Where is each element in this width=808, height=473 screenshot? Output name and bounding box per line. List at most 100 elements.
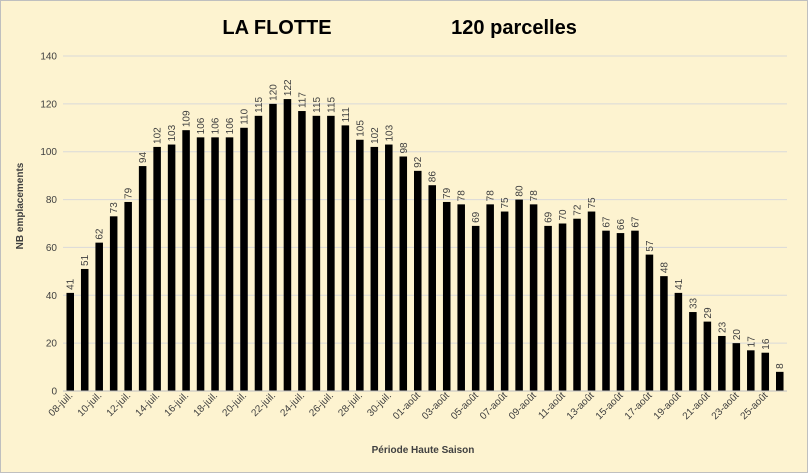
y-tick-label: 120 [40, 99, 57, 110]
x-tick-label: 16-juil. [163, 390, 192, 419]
data-label: 86 [428, 171, 439, 183]
bar [399, 156, 408, 391]
data-label: 69 [544, 211, 555, 223]
data-label: 117 [297, 92, 308, 108]
data-label: 110 [240, 108, 251, 124]
y-tick-label: 140 [40, 52, 57, 63]
x-tick-label: 10-juil. [76, 390, 105, 419]
x-axis-title: Période Haute Saison [372, 445, 475, 456]
bar [573, 218, 581, 391]
x-axis-ticks: 08-juil. 10-juil. 12-juil. 14-juil. 16-juil.… [47, 390, 771, 422]
data-label: 62 [95, 228, 106, 240]
x-tick-label: 20-juil. [221, 390, 250, 419]
bar [442, 201, 451, 391]
x-tick-label: 24-juil. [278, 390, 307, 419]
data-label: 79 [124, 187, 135, 199]
bar [471, 225, 480, 391]
y-tick-label: 60 [46, 243, 58, 254]
x-tick-label: 09-août [507, 390, 539, 422]
y-axis-title: NB emplacements [15, 162, 26, 249]
x-tick-label: 11-août [536, 390, 567, 421]
x-tick-label: 05-août [449, 390, 481, 422]
data-label: 20 [732, 329, 743, 341]
bar [385, 144, 393, 391]
x-tick-label: 07-août [478, 390, 510, 422]
data-label: 69 [471, 211, 482, 223]
bar [66, 292, 75, 391]
bars [66, 99, 784, 392]
data-label: 33 [688, 297, 699, 309]
data-label: 23 [717, 321, 728, 333]
bar [370, 146, 379, 391]
bar [645, 254, 654, 391]
bar [486, 204, 494, 391]
data-label: 41 [674, 278, 685, 290]
bar [283, 99, 292, 392]
bar [341, 125, 350, 392]
chart-title-left: LA FLOTTE [222, 17, 331, 39]
bar [674, 292, 683, 391]
bar [124, 201, 132, 391]
bar [254, 115, 263, 392]
data-label: 102 [370, 127, 381, 144]
data-label: 105 [355, 120, 366, 137]
bar [544, 225, 552, 391]
x-tick-label: 22-juil. [249, 390, 278, 419]
bar [529, 204, 538, 391]
y-tick-label: 0 [51, 387, 57, 398]
bar [457, 204, 465, 391]
bar [500, 211, 509, 391]
data-label: 115 [254, 96, 265, 112]
data-label: 111 [341, 107, 352, 123]
data-label: 115 [326, 96, 337, 112]
bar [95, 242, 103, 391]
y-tick-label: 80 [46, 195, 58, 206]
x-tick-label: 15-août [594, 390, 626, 422]
data-label: 78 [486, 190, 497, 202]
y-axis-ticks: 0 20 40 60 80 100 120 140 [40, 52, 57, 398]
data-label: 106 [196, 117, 207, 134]
x-tick-label: 21-août [681, 390, 713, 422]
data-label: 48 [659, 262, 670, 274]
bar [689, 312, 697, 391]
data-label: 75 [587, 197, 598, 209]
x-tick-label: 18-juil. [192, 390, 221, 419]
y-tick-label: 40 [46, 291, 58, 302]
bar [703, 321, 712, 391]
x-tick-label: 12-juil. [105, 390, 134, 419]
data-label: 92 [413, 156, 424, 168]
bar [558, 223, 567, 391]
data-label: 75 [500, 197, 511, 209]
data-label: 73 [109, 202, 120, 214]
data-label: 109 [182, 110, 193, 127]
bar [182, 130, 190, 391]
x-tick-label: 19-août [652, 390, 684, 422]
data-label: 17 [746, 336, 757, 348]
bar [775, 371, 784, 391]
data-label: 16 [761, 338, 772, 350]
x-tick-label: 03-août [420, 390, 452, 422]
data-label: 79 [442, 187, 453, 199]
x-tick-label: 23-août [710, 390, 742, 422]
bar [211, 137, 219, 391]
bar [356, 139, 364, 391]
data-label: 57 [645, 240, 656, 252]
data-label: 103 [384, 124, 395, 141]
bar [327, 115, 335, 392]
data-label: 115 [312, 96, 323, 112]
bar [428, 185, 437, 391]
bar [631, 230, 639, 391]
bar [269, 103, 277, 391]
data-label: 106 [225, 117, 236, 134]
data-label: 78 [457, 190, 468, 202]
data-label: 70 [558, 209, 569, 221]
bar [298, 111, 306, 392]
bar [80, 268, 89, 391]
data-label: 102 [153, 127, 164, 144]
data-label: 41 [66, 278, 77, 290]
bar [602, 230, 610, 391]
bar [312, 115, 321, 392]
